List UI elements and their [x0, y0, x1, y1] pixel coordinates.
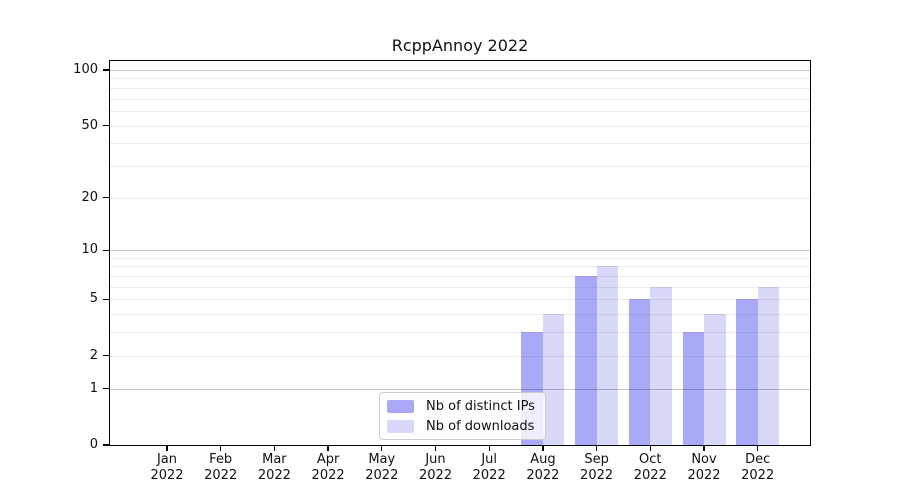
x-tick-label: Jul 2022: [472, 452, 506, 483]
y-tick-label: 50: [81, 117, 98, 133]
y-tick-label: 0: [89, 437, 98, 452]
y-tick-mark: [103, 444, 109, 446]
x-tick-mark: [542, 446, 544, 451]
legend-swatch: [387, 399, 414, 413]
x-tick-label: Jun 2022: [418, 452, 453, 483]
x-tick-label: Sep 2022: [580, 452, 614, 483]
legend-item: Nb of distinct IPs: [387, 397, 535, 415]
x-tick-label: Dec 2022: [741, 452, 775, 483]
x-tick-label: Mar 2022: [257, 452, 291, 483]
x-tick-label: Jan 2022: [150, 452, 184, 483]
y-tick-label: 100: [73, 62, 98, 77]
x-tick-mark: [381, 446, 383, 451]
bar-downloads: [542, 314, 565, 445]
legend: Nb of distinct IPs Nb of downloads: [379, 392, 546, 440]
x-tick-label: Feb 2022: [204, 452, 238, 483]
x-tick-mark: [488, 446, 490, 451]
x-tick-label: Apr 2022: [311, 452, 345, 483]
bar-distinct-ips: [736, 299, 758, 445]
bar-downloads: [596, 266, 619, 445]
x-tick-mark: [649, 446, 651, 451]
y-tick-label: 2: [89, 347, 98, 363]
x-tick-mark: [434, 446, 437, 451]
x-tick-mark: [327, 446, 329, 451]
x-tick-label: May 2022: [365, 452, 399, 483]
y-tick-mark: [103, 355, 109, 357]
x-tick-mark: [595, 446, 598, 451]
legend-swatch: [387, 419, 414, 433]
x-tick-label: Aug 2022: [526, 452, 560, 483]
legend-item: Nb of downloads: [387, 417, 535, 435]
bar-downloads: [757, 286, 780, 445]
y-tick-label: 5: [89, 291, 98, 307]
y-tick-mark: [103, 196, 109, 199]
x-tick-mark: [757, 446, 759, 451]
bars-layer: [110, 61, 810, 445]
y-tick-mark: [103, 388, 109, 390]
bar-distinct-ips: [682, 332, 704, 445]
chart-title: RcppAnnoy 2022: [391, 36, 529, 55]
x-tick-mark: [166, 446, 168, 451]
x-tick-mark: [220, 446, 222, 451]
bar-downloads: [704, 314, 726, 445]
y-tick-mark: [103, 124, 109, 127]
y-tick-label: 1: [89, 380, 98, 396]
x-tick-mark: [273, 446, 276, 451]
plot-inner: [110, 61, 810, 445]
y-tick-mark: [103, 298, 109, 301]
bar-distinct-ips: [575, 276, 597, 445]
legend-label: Nb of downloads: [426, 418, 535, 434]
y-tick-label: 10: [81, 242, 98, 258]
bar-downloads: [650, 286, 672, 445]
legend-label: Nb of distinct IPs: [426, 398, 535, 414]
y-tick-mark: [103, 69, 109, 71]
x-tick-label: Nov 2022: [687, 452, 721, 483]
x-tick-mark: [703, 446, 705, 451]
x-tick-label: Oct 2022: [633, 452, 667, 483]
y-tick-mark: [103, 249, 109, 251]
y-tick-label: 20: [81, 189, 98, 205]
bar-distinct-ips: [628, 299, 651, 445]
